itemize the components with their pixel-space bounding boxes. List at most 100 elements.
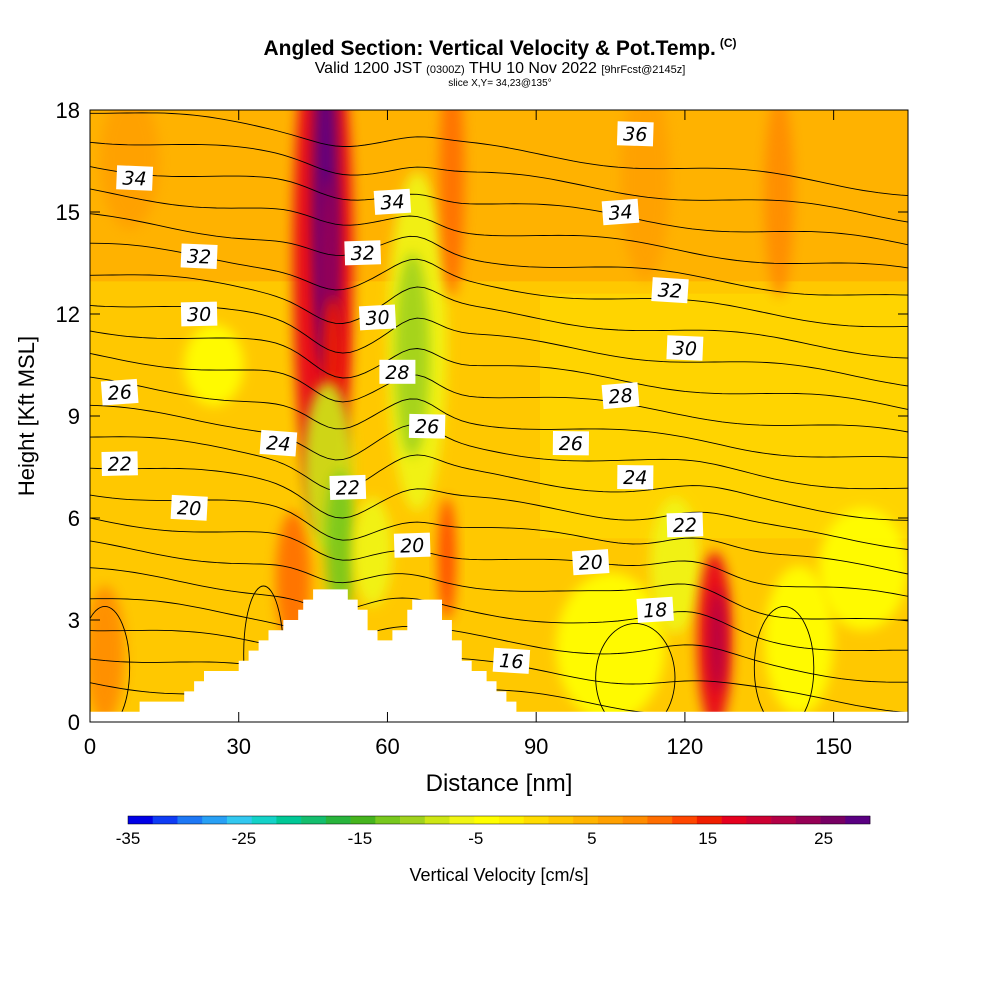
isentrope-label: 24 — [259, 429, 298, 457]
colorbar-tick-label: 5 — [587, 829, 596, 848]
isentrope-label-text: 26 — [107, 381, 133, 405]
velocity-cell — [439, 110, 465, 297]
isentrope-label-box — [379, 359, 416, 384]
isentrope-labels: 16 18 20 20 20 22 22 22 24 24 26 26 26 28 28 30 30 30 32 32… — [100, 121, 704, 674]
colorbar-swatch — [226, 816, 252, 824]
isentrope-label-text: 30 — [672, 338, 697, 361]
isentrope-label: 30 — [666, 335, 704, 361]
colorbar-tick-label: 15 — [698, 829, 717, 848]
y-tick-label: 3 — [68, 608, 80, 633]
colorbar-swatch — [771, 816, 797, 824]
colorbar-swatch — [647, 816, 673, 824]
isentrope-label-box — [601, 198, 640, 226]
colorbar-label: Vertical Velocity [cm/s] — [409, 865, 588, 885]
chart-title-text: Angled Section: Vertical Velocity & Pot.… — [263, 37, 716, 60]
isentrope-label-box — [116, 165, 154, 191]
isentrope-label: 36 — [616, 121, 654, 147]
isentrope-label: 22 — [666, 512, 704, 538]
isentrope-label-box — [408, 413, 446, 439]
isentrope-label-box — [552, 431, 590, 456]
isentrope-line — [90, 467, 908, 550]
colorbar-swatch — [573, 816, 599, 824]
terrain-profile — [90, 589, 908, 722]
field-mid-band — [539, 293, 908, 539]
isentrope-line — [90, 598, 908, 683]
isentrope-line — [90, 304, 908, 387]
isentrope-label-text: 36 — [623, 123, 648, 146]
isentrope-label-box — [616, 121, 654, 147]
colorbar-swatch — [400, 816, 426, 824]
isentrope-line — [90, 166, 908, 246]
x-tick-label: 120 — [667, 734, 704, 759]
x-axis-label: Distance [nm] — [426, 770, 573, 797]
isentrope-line — [90, 376, 908, 459]
isentrope-label-box — [329, 474, 367, 500]
isentrope-label-box — [492, 647, 531, 674]
isentrope-label: 22 — [101, 451, 138, 476]
isentrope-label-box — [617, 465, 654, 490]
isentrope-label-box — [571, 549, 610, 576]
isentrope-line — [90, 352, 908, 433]
isentrope-label-text: 30 — [365, 307, 390, 330]
isentrope-line — [90, 141, 908, 223]
isentrope-line — [90, 436, 908, 521]
colorbar-swatch — [375, 816, 401, 824]
isentrope-label-text: 32 — [657, 279, 683, 302]
isentrope-label: 20 — [571, 549, 610, 576]
surface-contour — [753, 605, 815, 722]
isentrope-label-text: 26 — [415, 416, 440, 439]
colorbar-swatch — [523, 816, 549, 824]
isentrope-label-box — [180, 301, 218, 327]
isentrope-line — [90, 112, 908, 197]
colorbar-swatch — [746, 816, 772, 824]
isentrope-label-text: 22 — [107, 453, 132, 476]
colorbar-swatch — [721, 816, 747, 824]
isentrope-label: 20 — [170, 494, 208, 521]
isentrope-label-text: 24 — [265, 432, 291, 456]
isentrope-label-box — [666, 335, 704, 361]
isentrope-label: 32 — [180, 243, 218, 269]
velocity-cell — [394, 252, 430, 457]
isentrope-line — [90, 188, 908, 269]
colorbar-swatch — [276, 816, 302, 824]
forecast-info: [9hrFcst@2145z] — [601, 64, 686, 76]
colorbar-swatch — [251, 816, 277, 824]
isentrope-label-text: 30 — [187, 304, 212, 327]
colorbar-tick-label: -35 — [116, 829, 141, 848]
chart-title: Angled Section: Vertical Velocity & Pot.… — [0, 36, 1000, 61]
surface-contour — [595, 622, 676, 722]
colorbar-frame — [127, 815, 871, 825]
isentrope-line — [90, 517, 908, 597]
y-tick-label: 0 — [68, 710, 80, 735]
isentrope-label: 26 — [100, 378, 139, 406]
valid-time-line: Valid 1200 JST (0300Z) THU 10 Nov 2022 [… — [0, 60, 1000, 78]
isentrope-label: 26 — [408, 413, 446, 439]
velocity-cell — [620, 110, 671, 280]
y-tick-label: 12 — [56, 302, 80, 327]
colorbar-swatch — [820, 816, 846, 824]
colorbar-swatch — [597, 816, 623, 824]
isentrope-label-text: 34 — [122, 168, 147, 191]
velocity-cell — [764, 565, 834, 716]
isentrope-label-box — [393, 532, 431, 558]
isentrope-label: 26 — [552, 431, 590, 456]
isentrope-label-text: 16 — [499, 650, 525, 673]
velocity-cell — [184, 324, 244, 406]
isentrope-label-text: 34 — [608, 201, 634, 225]
isentrope-label-text: 32 — [187, 246, 212, 269]
y-tick-label: 18 — [56, 98, 80, 123]
isentrope-label-text: 20 — [578, 551, 604, 574]
isentrope-label: 34 — [601, 198, 640, 226]
colorbar-swatch — [499, 816, 525, 824]
isentrope-label: 34 — [116, 165, 154, 191]
x-tick-label: 90 — [524, 734, 548, 759]
isentrope-label: 20 — [393, 532, 431, 558]
valid-prefix: Valid 1200 JST — [314, 60, 422, 77]
colorbar-swatch — [301, 816, 327, 824]
isentropes — [90, 112, 908, 722]
velocity-cell — [818, 507, 908, 631]
isentrope-label: 16 — [492, 647, 531, 674]
colorbar-tick-label: -5 — [468, 829, 483, 848]
surface-contour — [90, 605, 131, 722]
